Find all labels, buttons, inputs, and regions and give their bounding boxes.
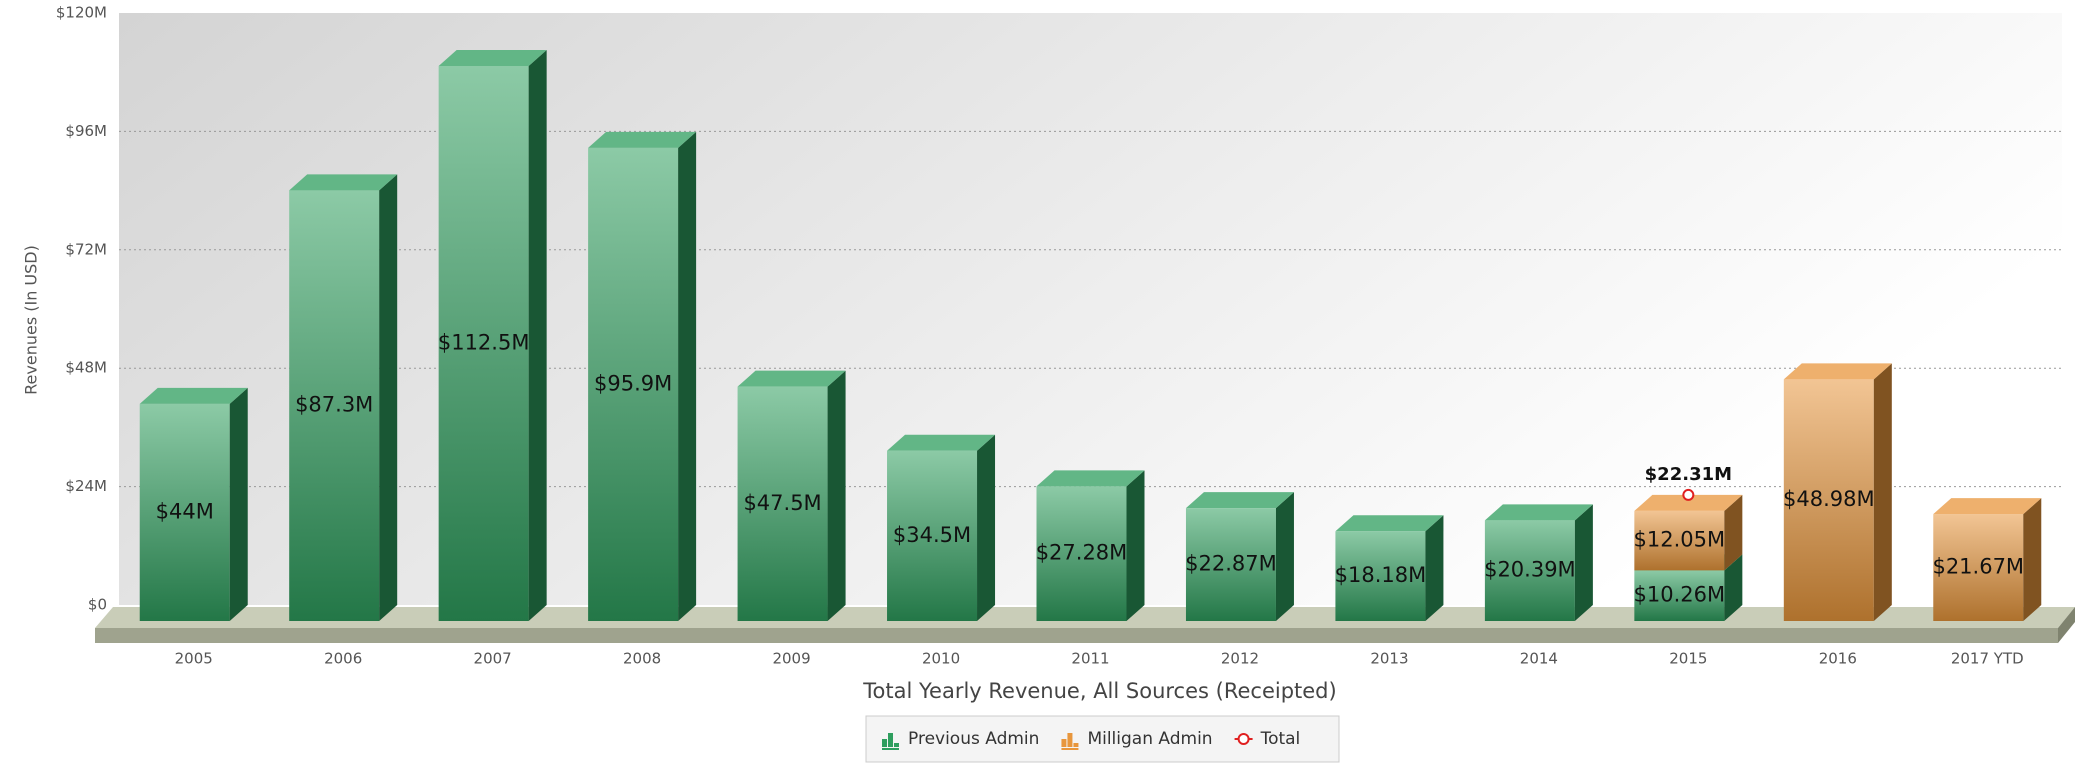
y-tick-label: $48M <box>65 359 107 377</box>
bar <box>1783 379 1874 621</box>
bar <box>588 147 679 622</box>
bar-side <box>1126 470 1145 621</box>
bar-top <box>139 387 248 404</box>
x-tick-label: 2012 <box>1221 650 1259 668</box>
x-tick-label: 2013 <box>1370 650 1408 668</box>
bar <box>1036 486 1127 621</box>
legend-icon <box>894 743 899 747</box>
bar-side <box>379 174 398 621</box>
bar-top <box>1036 470 1145 487</box>
point <box>1682 488 1695 501</box>
x-axis-title: Total Yearly Revenue, All Sources (Recei… <box>862 679 1336 703</box>
y-axis-title: Revenues (In USD) <box>22 245 41 395</box>
legend-icon <box>1237 733 1250 745</box>
y-tick-label: $24M <box>65 477 107 495</box>
data-label: $34.5M <box>893 523 971 547</box>
x-tick-label: 2017 YTD <box>1951 650 2024 668</box>
floor-side <box>2058 607 2075 643</box>
legend-box <box>865 715 1340 763</box>
legend-icon <box>1067 733 1073 747</box>
bar-side <box>678 131 697 622</box>
bar <box>139 403 230 621</box>
bar-side <box>2023 498 2042 621</box>
bar <box>887 450 978 621</box>
floor-front <box>95 628 2058 643</box>
y-tick-label: $72M <box>65 240 107 258</box>
data-label: $47.5M <box>743 491 821 515</box>
bar-top <box>1634 494 1743 511</box>
bar-top <box>737 370 846 387</box>
bar-top <box>438 50 547 66</box>
data-label: $44M <box>156 499 214 523</box>
data-label: $95.9M <box>594 371 672 395</box>
data-label: $27.28M <box>1036 541 1128 565</box>
data-label: $112.5M <box>438 331 530 355</box>
data-label: $12.05M <box>1634 528 1726 552</box>
data-label: $22.31M <box>1645 464 1732 485</box>
data-label: $48.98M <box>1783 487 1875 511</box>
bar <box>1933 514 2024 621</box>
y-tick-label: $120M <box>56 4 107 22</box>
bar <box>289 190 380 621</box>
x-tick-label: 2014 <box>1520 650 1558 668</box>
x-tick-label: 2009 <box>772 650 810 668</box>
bar <box>1484 520 1575 621</box>
x-tick-label: 2007 <box>474 650 512 668</box>
data-label: $10.26M <box>1634 583 1726 607</box>
bar-top <box>887 434 996 451</box>
legend-icon <box>1061 748 1079 750</box>
data-label: $87.3M <box>295 393 373 417</box>
x-tick-label: 2008 <box>623 650 661 668</box>
bar <box>438 66 529 621</box>
x-tick-label: 2011 <box>1071 650 1109 668</box>
legend-icon <box>1061 739 1067 747</box>
x-tick-label: 2010 <box>922 650 960 668</box>
bar-top <box>1185 492 1294 509</box>
bar-top <box>1335 515 1444 532</box>
bar-side <box>1425 515 1444 621</box>
bar <box>1185 508 1276 621</box>
bar <box>737 386 828 621</box>
bar-top <box>1484 504 1593 521</box>
bar-side <box>229 387 248 621</box>
bar-top <box>1933 498 2042 515</box>
bar-side <box>1574 504 1593 621</box>
bar-side <box>1873 363 1892 621</box>
data-label: $21.67M <box>1932 555 2024 579</box>
bar-top <box>289 174 398 191</box>
bar-top <box>588 131 697 148</box>
bar <box>1335 531 1426 621</box>
bar-side <box>977 434 996 621</box>
data-label: $22.87M <box>1185 552 1277 576</box>
bar-top <box>1783 363 1892 380</box>
bar <box>1634 510 1725 571</box>
legend-icon <box>888 733 893 747</box>
bar <box>1634 570 1725 621</box>
bar-side <box>1724 494 1743 571</box>
bar-side <box>1724 554 1743 621</box>
data-label: $20.39M <box>1484 558 1576 582</box>
y-tick-label: $96M <box>65 122 107 140</box>
bar-side <box>1275 492 1294 621</box>
x-tick-label: 2006 <box>324 650 362 668</box>
legend-label: Previous Admin <box>908 729 1039 749</box>
bar-side <box>528 50 547 621</box>
legend-icon <box>1073 743 1079 747</box>
data-label: $18.18M <box>1335 563 1427 587</box>
legend-label: Milligan Admin <box>1087 729 1212 749</box>
x-tick-label: 2005 <box>175 650 213 668</box>
legend-icon <box>882 748 899 750</box>
legend-label: Total <box>1260 729 1301 749</box>
bar-side <box>827 370 846 621</box>
x-tick-label: 2015 <box>1669 650 1707 668</box>
y-tick-label: $0 <box>88 596 107 614</box>
legend-icon <box>882 739 887 747</box>
x-tick-label: 2016 <box>1819 650 1857 668</box>
